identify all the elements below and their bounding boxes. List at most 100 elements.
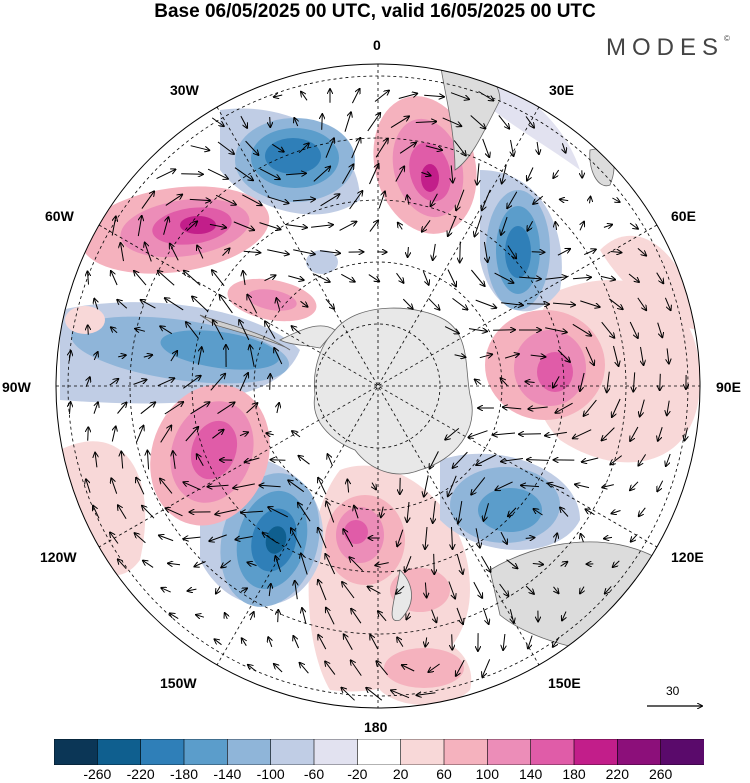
wind-vector [368,587,381,594]
wind-vector [504,354,519,359]
wind-vector [527,221,534,230]
wind-vector [170,244,179,261]
wind-vector [390,116,409,129]
wind-vector [349,557,363,572]
wind-vector [344,112,351,132]
wind-vector [326,608,335,625]
wind-vector [233,221,254,230]
colorbar-swatch [313,739,358,765]
wind-vector [134,271,147,286]
wind-vector [88,325,89,335]
wind-vector [341,273,354,281]
colorbar-swatch [400,739,445,765]
wind-vector [209,534,227,541]
wind-vector [270,374,271,390]
anomaly-field [56,64,700,708]
lon-label-90e: 90E [716,379,741,395]
wind-vector [247,295,258,314]
wind-vector [454,355,466,357]
wind-vector [637,248,646,255]
wind-vector [433,243,436,260]
lon-label-180: 180 [364,719,388,735]
wind-vector [481,555,491,572]
wind-vector [415,122,436,123]
wind-vector [298,143,309,154]
latitude-circle [191,199,565,573]
wind-vector [498,115,509,128]
wind-vector [183,376,200,389]
wind-vector [562,143,565,152]
wind-vector [241,511,264,513]
wind-vector [243,271,245,286]
wind-vector [86,479,91,493]
wind-vector [277,403,279,414]
wind-vector [183,482,201,491]
wind-vector [318,635,327,650]
wind-vector [274,95,283,97]
wind-vector [447,269,456,287]
wind-vector [216,586,220,594]
wind-vector [396,272,404,283]
colorbar-swatch [357,739,402,765]
anomaly-contour [247,289,297,311]
wind-vector [612,511,621,514]
colorbar-tick-label: -180 [169,766,199,782]
wind-vector [215,509,237,515]
wind-vector [94,299,97,310]
wind-vector [163,217,169,235]
wind-vector [164,402,183,415]
wind-vector [111,478,118,494]
wind-vector [560,562,568,566]
wind-vector [657,480,664,492]
map-title: Base 06/05/2025 00 UTC, valid 16/05/2025… [154,1,596,22]
wind-vector [372,482,376,490]
wind-vector [450,92,469,100]
wind-vector [351,138,361,159]
wind-vector [349,191,363,210]
wind-vector [525,538,535,539]
wind-vector [397,529,404,547]
anomaly-contour [421,164,439,192]
colorbar [54,739,704,765]
wind-vector [207,168,228,179]
wind-vector [422,220,431,231]
colorbar-swatch [530,739,575,765]
wind-vector [189,199,210,200]
wind-vector [399,143,416,154]
wind-vector [259,168,280,179]
vector-key-label: 30 [666,684,680,698]
wind-vector [600,276,615,279]
wind-vector [215,194,236,204]
wind-vector [471,477,486,494]
wind-vector [239,432,248,435]
wind-vector [351,660,362,676]
colorbar-tick-label: 220 [605,766,630,782]
wind-vector [367,113,380,132]
modes-logo: MODES© [606,34,730,62]
wind-vector [501,216,508,235]
wind-vector [342,164,354,184]
wind-vector [313,167,330,182]
colorbar-tick-label: 260 [648,766,673,782]
wind-vector [581,534,584,543]
wind-vector [344,634,353,650]
wind-vector [640,399,645,417]
wind-vector [118,355,126,357]
wind-vector [299,456,310,465]
wind-vector [243,251,261,252]
wind-vector [445,428,460,439]
wind-vector [136,478,145,495]
wind-vector [398,94,417,99]
wind-vector [503,407,522,409]
wind-vector [482,607,488,624]
lon-label-30e: 30E [549,82,574,98]
wind-vector [580,372,585,391]
wind-vector [532,564,543,565]
wind-vector [111,271,118,286]
wind-vector [88,427,89,441]
wind-vector [428,663,440,672]
wind-vector [506,559,518,569]
wind-vector [220,295,233,314]
wind-vector [456,607,463,624]
wind-vector [239,320,250,341]
